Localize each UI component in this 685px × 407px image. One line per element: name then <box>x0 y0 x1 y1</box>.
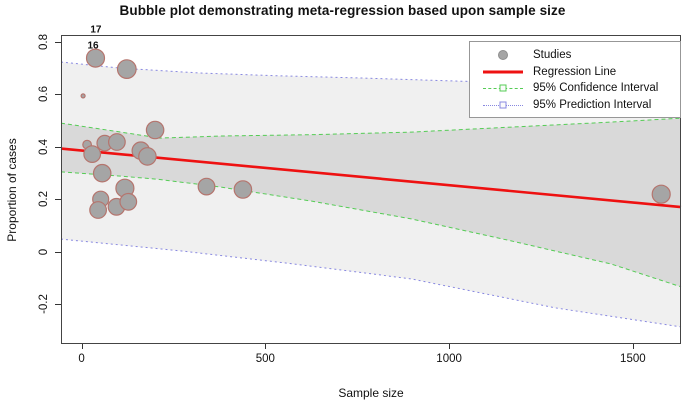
y-tick-label: 0.2 <box>38 191 50 208</box>
legend-label: Studies <box>533 49 572 62</box>
y-tick-label: -0.2 <box>38 294 50 315</box>
y-tick-label: 0.6 <box>38 86 50 103</box>
study-bubble <box>138 147 157 166</box>
x-tick-mark <box>449 344 451 349</box>
study-bubble <box>83 145 102 163</box>
y-tick-mark <box>55 146 61 148</box>
study-bubble <box>145 120 165 140</box>
y-tick-label: 0.4 <box>38 138 50 155</box>
study-bubble <box>119 192 138 211</box>
prediction-interval-icon <box>483 97 523 114</box>
x-tick-label: 1000 <box>436 353 462 365</box>
x-tick-mark <box>632 344 634 349</box>
x-tick-mark <box>265 344 267 349</box>
study-number-label: 17 <box>90 25 102 36</box>
legend-label: 95% Confidence Interval <box>533 82 659 95</box>
study-bubble <box>85 48 106 68</box>
confidence-interval-band <box>61 118 681 287</box>
y-tick-mark <box>55 41 61 43</box>
y-tick-mark <box>55 251 61 253</box>
x-tick-label: 1500 <box>620 353 646 365</box>
y-tick-label: 0 <box>38 248 50 255</box>
legend-item-studies: Studies <box>470 47 680 64</box>
x-axis-label: Sample size <box>338 386 404 400</box>
study-bubble <box>108 133 126 151</box>
y-tick-label: 0.8 <box>38 33 50 50</box>
legend-item-confidence-interval: 95% Confidence Interval <box>470 80 680 97</box>
study-bubble <box>92 163 112 183</box>
study-bubble <box>197 177 216 196</box>
legend-label: 95% Prediction Interval <box>533 98 652 111</box>
confidence-interval-upper-line <box>60 117 682 139</box>
confidence-interval-lower-line <box>60 171 682 288</box>
y-tick-mark <box>55 94 61 96</box>
legend-item-regression-line: Regression Line <box>470 64 680 81</box>
y-tick-mark <box>55 304 61 306</box>
regression-line-icon <box>483 64 523 81</box>
y-axis-label: Proportion of cases <box>5 138 19 242</box>
chart-title: Bubble plot demonstrating meta-regressio… <box>119 3 566 18</box>
x-tick-label: 500 <box>255 353 275 365</box>
legend-box: Studies Regression Line 95% Confidence I… <box>469 41 681 118</box>
plot-border <box>61 35 681 344</box>
study-bubble <box>89 201 107 219</box>
study-bubble <box>651 184 671 204</box>
plot-area: 16 17 <box>60 25 682 344</box>
x-tick-label: 0 <box>78 353 85 365</box>
study-bubble <box>116 59 137 79</box>
x-tick-mark <box>81 344 83 349</box>
regression-line <box>60 147 682 209</box>
y-tick-mark <box>55 199 61 201</box>
studies-bubble-icon <box>483 47 523 64</box>
study-number-label: 16 <box>87 41 99 52</box>
prediction-interval-lower-line <box>60 238 682 328</box>
study-bubble <box>80 93 86 99</box>
study-bubble <box>233 180 253 199</box>
legend-label: Regression Line <box>533 65 617 78</box>
confidence-interval-icon <box>483 80 523 97</box>
legend-item-prediction-interval: 95% Prediction Interval <box>470 97 680 114</box>
